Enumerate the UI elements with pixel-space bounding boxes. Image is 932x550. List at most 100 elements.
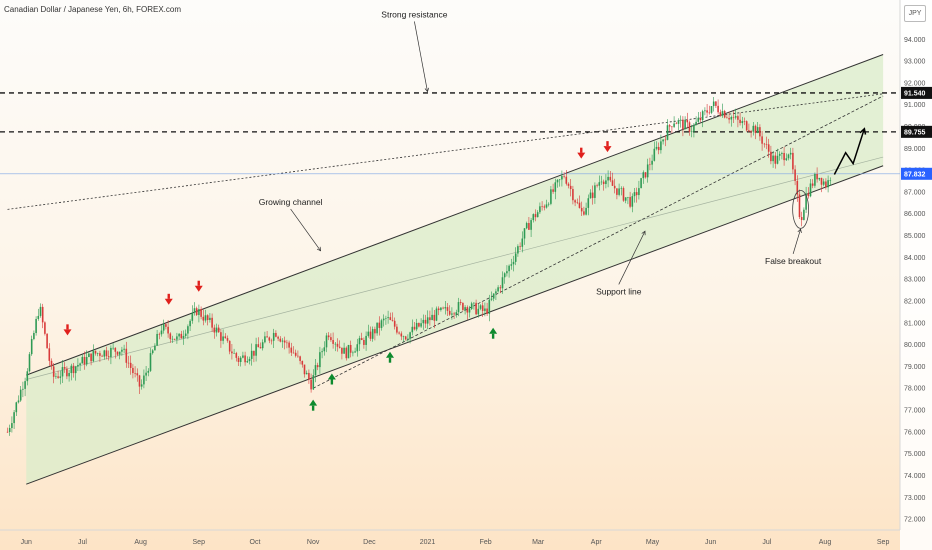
candle-body <box>123 348 125 350</box>
candle-body <box>365 335 367 345</box>
candle-body <box>220 332 222 341</box>
candle-body <box>191 312 194 321</box>
candle-body <box>321 351 323 353</box>
annotation-pointer <box>290 208 321 252</box>
bearish-arrow <box>603 141 612 153</box>
candle-body <box>68 373 70 377</box>
candle-body <box>444 307 447 309</box>
candle-body <box>514 253 517 262</box>
candle-body <box>488 299 491 314</box>
candle-body <box>770 151 772 162</box>
candle-body <box>66 368 68 377</box>
candle-body <box>805 193 807 210</box>
candle-body <box>277 336 279 339</box>
x-tick-label: Aug <box>819 539 832 546</box>
candle-body <box>371 329 374 339</box>
candle-body <box>424 319 427 324</box>
candle-body <box>134 373 136 374</box>
candle-body <box>554 182 557 192</box>
candle-body <box>15 402 18 413</box>
candle-body <box>165 324 167 327</box>
bullish-arrow-shaft <box>388 357 392 363</box>
candle-body <box>202 316 205 321</box>
candle-body <box>508 265 510 272</box>
candle-body <box>290 347 293 353</box>
candle-body <box>662 139 664 142</box>
candle-body <box>266 336 268 338</box>
candle-body <box>754 125 757 134</box>
candle-body <box>11 423 13 429</box>
candle-body <box>574 200 576 203</box>
candle-body <box>325 335 328 348</box>
candle-body <box>158 333 161 335</box>
candle-body <box>589 192 592 199</box>
candle-body <box>767 144 770 152</box>
x-tick-label: Nov <box>307 539 320 546</box>
candle-body <box>490 298 493 300</box>
candle-body <box>668 125 671 127</box>
candle-body <box>231 351 233 354</box>
candle-body <box>468 308 471 313</box>
channel-lower-line <box>26 165 884 485</box>
candle-body <box>803 209 805 220</box>
candle-body <box>550 189 552 204</box>
candle-body <box>547 203 550 205</box>
bullish-arrow <box>327 373 336 385</box>
candle-body <box>732 117 735 118</box>
candle-body <box>288 342 290 348</box>
candle-body <box>710 106 713 113</box>
candle-body <box>519 246 521 247</box>
candle-body <box>246 361 249 363</box>
y-tick-label: 85.000 <box>904 233 926 240</box>
candle-body <box>503 273 506 278</box>
candle-body <box>402 336 405 338</box>
candle-body <box>677 120 680 124</box>
candle-body <box>358 338 361 345</box>
candle-body <box>81 356 84 364</box>
candle-body <box>261 342 264 349</box>
candle-body <box>224 336 227 339</box>
candle-body <box>822 181 825 185</box>
bearish-arrow-head <box>164 298 173 305</box>
candle-body <box>44 322 46 334</box>
candle-body <box>156 333 158 346</box>
candle-body <box>312 375 315 390</box>
candle-body <box>776 155 779 164</box>
y-tick-label: 82.000 <box>904 298 926 305</box>
candle-body <box>400 333 403 337</box>
candle-body <box>462 302 464 310</box>
candle-body <box>618 188 620 195</box>
candle-body <box>138 375 141 387</box>
currency-button[interactable]: JPY <box>904 5 926 22</box>
candle-body <box>552 189 554 192</box>
candle-body <box>13 412 15 424</box>
candle-body <box>180 333 183 339</box>
candle-body <box>363 340 365 345</box>
candle-body <box>96 353 99 354</box>
candle-body <box>816 174 818 180</box>
candle-body <box>748 130 750 132</box>
candle-body <box>649 164 651 166</box>
candle-body <box>765 144 768 145</box>
candle-body <box>110 347 112 358</box>
candle-body <box>242 355 244 358</box>
candle-body <box>745 121 748 131</box>
candle-body <box>756 127 759 134</box>
candle-body <box>481 305 484 311</box>
bullish-arrow-shaft <box>330 379 334 385</box>
x-tick-label: Feb <box>480 539 492 546</box>
candle-body <box>682 119 684 130</box>
candle-body <box>332 340 334 344</box>
y-tick-label: 87.000 <box>904 189 926 196</box>
bullish-arrow-head <box>386 351 394 358</box>
candle-body <box>572 189 574 201</box>
candle-body <box>591 192 594 198</box>
candle-body <box>136 373 139 376</box>
candle-body <box>162 324 165 331</box>
candle-body <box>169 333 172 340</box>
bearish-arrow-shaft <box>167 293 170 299</box>
candle-body <box>543 206 546 208</box>
candle-body <box>530 220 532 230</box>
